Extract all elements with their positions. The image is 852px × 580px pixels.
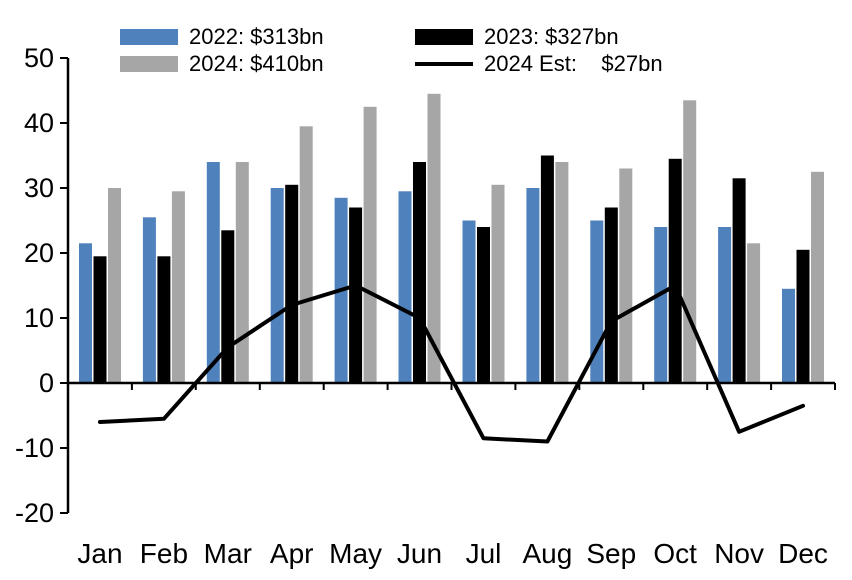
svg-text:20: 20 <box>24 238 54 268</box>
legend-swatch-2024-est-line <box>415 62 473 66</box>
svg-text:Feb: Feb <box>140 538 188 569</box>
svg-text:-20: -20 <box>15 498 54 528</box>
legend-label-2024: 2024: $410bn <box>189 51 324 76</box>
svg-text:Jun: Jun <box>397 538 442 569</box>
legend-item-2024: 2024: $410bn <box>120 53 415 75</box>
svg-text:Jul: Jul <box>466 538 502 569</box>
svg-text:Apr: Apr <box>270 538 314 569</box>
svg-text:Nov: Nov <box>714 538 764 569</box>
svg-text:40: 40 <box>24 108 54 138</box>
legend-item-2024-est: 2024 Est: $27bn <box>415 53 663 75</box>
legend-label-2022: 2022: $313bn <box>189 24 324 49</box>
svg-text:Mar: Mar <box>204 538 252 569</box>
legend-item-2022: 2022: $313bn <box>120 26 415 48</box>
svg-text:Aug: Aug <box>522 538 572 569</box>
svg-text:Dec: Dec <box>778 538 828 569</box>
svg-text:Jan: Jan <box>77 538 122 569</box>
svg-text:10: 10 <box>24 303 54 333</box>
legend-swatch-2022 <box>120 29 178 45</box>
legend-swatch-2023 <box>415 29 473 45</box>
svg-text:Oct: Oct <box>653 538 697 569</box>
legend-swatch-2024 <box>120 56 178 72</box>
svg-text:Sep: Sep <box>586 538 636 569</box>
svg-text:May: May <box>329 538 382 569</box>
svg-text:30: 30 <box>24 173 54 203</box>
chart-legend: 2022: $313bn 2023: $327bn 2024: $410bn 2… <box>120 26 663 75</box>
legend-label-2023: 2023: $327bn <box>484 24 619 49</box>
legend-item-2023: 2023: $327bn <box>415 26 663 48</box>
svg-text:-10: -10 <box>15 433 54 463</box>
svg-text:50: 50 <box>24 43 54 73</box>
svg-text:0: 0 <box>39 368 54 398</box>
legend-label-2024-est: 2024 Est: $27bn <box>484 51 663 76</box>
